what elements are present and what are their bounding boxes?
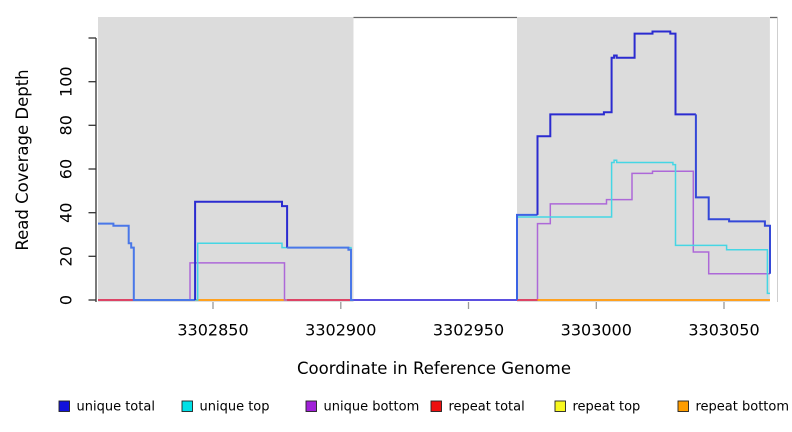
shaded-region bbox=[98, 17, 354, 302]
shaded-region bbox=[517, 17, 770, 302]
series-line-unique-total bbox=[98, 222, 196, 301]
legend-swatch-repeat-top bbox=[554, 400, 566, 412]
legend-label-repeat-total: repeat total bbox=[449, 400, 525, 415]
series-layer bbox=[98, 30, 771, 301]
x-tick-label: 3302900 bbox=[305, 321, 376, 340]
plot-border-layer bbox=[353, 16, 778, 302]
legend-label-unique-total: unique total bbox=[77, 400, 155, 415]
series-line-unique-bottom bbox=[98, 170, 770, 301]
series-line-unique-total bbox=[536, 30, 696, 215]
legend-label-repeat-top: repeat top bbox=[573, 400, 641, 415]
y-tick-label: 60 bbox=[57, 159, 76, 179]
y-tick-label: 40 bbox=[57, 203, 76, 223]
legend-swatch-unique-bottom bbox=[305, 400, 317, 412]
x-tick-label: 3302850 bbox=[177, 321, 248, 340]
x-axis-title: Coordinate in Reference Genome bbox=[297, 359, 571, 378]
x-tick-label: 3302950 bbox=[433, 321, 504, 340]
y-axis-title: Read Coverage Depth bbox=[13, 69, 32, 250]
axis-layer: 0 20 40 60 80 100 3302850 3302900 3302950 3303000… bbox=[57, 37, 760, 340]
legend-swatch-repeat-total bbox=[430, 400, 442, 412]
series-line-unique-total bbox=[287, 246, 354, 301]
legend-label-repeat-bottom: repeat bottom bbox=[696, 400, 790, 415]
x-tick-label: 3303000 bbox=[561, 321, 632, 340]
legend-label-unique-top: unique top bbox=[200, 400, 270, 415]
y-tick-label: 100 bbox=[57, 66, 76, 97]
legend-label-unique-bottom: unique bottom bbox=[324, 400, 420, 415]
legend-swatch-unique-top bbox=[181, 400, 193, 412]
legend-swatch-repeat-bottom bbox=[677, 400, 689, 412]
y-tick-label: 0 bbox=[57, 295, 76, 305]
series-line-unique-total bbox=[194, 200, 289, 300]
y-tick-label: 20 bbox=[57, 246, 76, 266]
legend: unique total unique top unique bottom repea… bbox=[58, 400, 790, 415]
x-tick-label: 3303050 bbox=[688, 321, 759, 340]
series-line-unique-total bbox=[516, 213, 538, 300]
y-tick-label: 80 bbox=[57, 115, 76, 135]
plot-background-layer bbox=[98, 17, 770, 302]
legend-swatch-unique-total bbox=[58, 400, 70, 412]
series-line-unique-total bbox=[694, 114, 771, 274]
